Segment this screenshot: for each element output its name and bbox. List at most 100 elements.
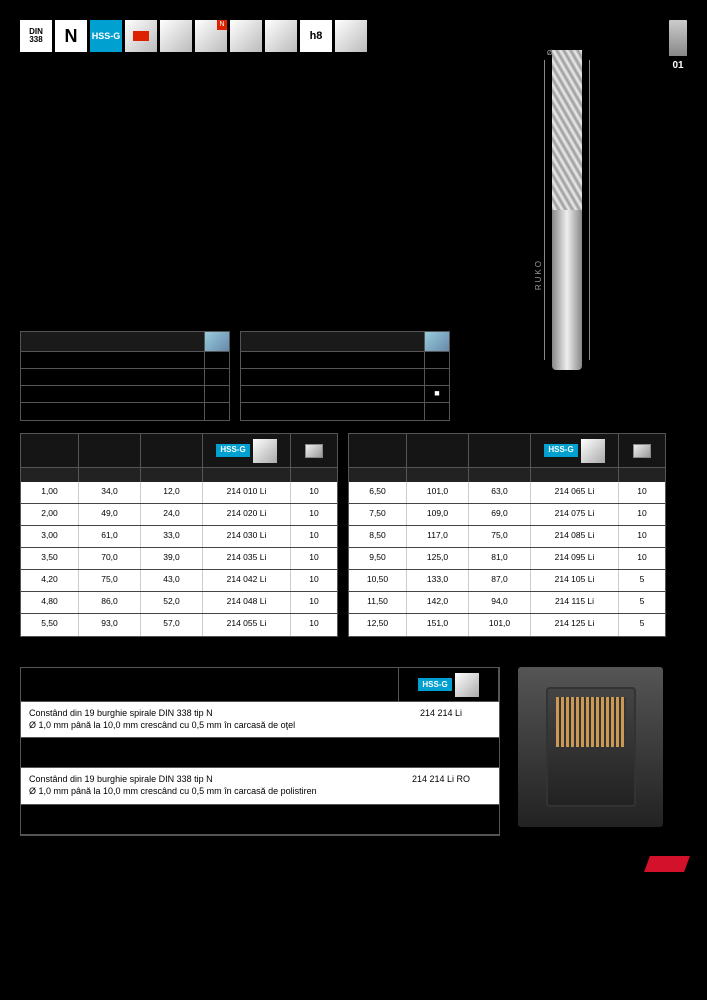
table-row: 3,5070,039,0214 035 Li10	[21, 548, 337, 570]
table-cell: 214 105 Li	[531, 570, 619, 591]
nflag-icon	[195, 20, 227, 52]
table-row: 5,5093,057,0214 055 Li10	[21, 614, 337, 636]
table-cell: 4,20	[21, 570, 79, 591]
table-cell: 5	[619, 614, 665, 636]
table-cell: 10	[619, 526, 665, 547]
data-table-right: HSS-G 6,50101,063,0214 065 Li107,50109,0…	[348, 433, 666, 637]
table-cell: 10	[291, 592, 337, 613]
table-cell: 214 010 Li	[203, 482, 291, 503]
table-cell: 12,0	[141, 482, 203, 503]
table-cell: 10	[291, 614, 337, 636]
twist-icon	[125, 20, 157, 52]
table-cell: 75,0	[79, 570, 141, 591]
drill-brand-label: RUKO	[534, 259, 543, 290]
silver-chip-icon	[253, 439, 277, 463]
drill-image: RUKO	[552, 50, 582, 370]
table-cell: 214 048 Li	[203, 592, 291, 613]
din-text: DIN 338	[29, 28, 43, 44]
table-cell: 101,0	[469, 614, 531, 636]
col-pkg	[291, 434, 337, 467]
col-code: HSS-G	[203, 434, 291, 467]
set-code: 214 214 Li	[391, 708, 491, 718]
table-cell: 6,50	[349, 482, 407, 503]
n-text: N	[65, 26, 78, 47]
table-row: 10,50133,087,0214 105 Li5	[349, 570, 665, 592]
table-cell: 214 095 Li	[531, 548, 619, 569]
length-icon	[160, 20, 192, 52]
table-cell: 10	[619, 504, 665, 525]
table-cell: 214 030 Li	[203, 526, 291, 547]
brand-diamond-icon	[644, 856, 690, 872]
table-cell: 10	[291, 548, 337, 569]
table-cell: 5,50	[21, 614, 79, 636]
data-table-left: HSS-G 1,0034,012,0214 010 Li102,0049,024…	[20, 433, 338, 637]
table-cell: 49,0	[79, 504, 141, 525]
table-row: 4,8086,052,0214 048 Li10	[21, 592, 337, 614]
din-badge: DIN 338	[20, 20, 52, 52]
range-icon	[265, 20, 297, 52]
table-cell: 94,0	[469, 592, 531, 613]
table-cell: 57,0	[141, 614, 203, 636]
table-cell: 61,0	[79, 526, 141, 547]
table-cell: 69,0	[469, 504, 531, 525]
empty-row	[21, 738, 499, 768]
product-photo	[518, 667, 663, 827]
table-cell: 34,0	[79, 482, 141, 503]
hssg-text: HSS-G	[92, 31, 121, 41]
set-col-code: HSS-G	[399, 668, 499, 701]
col-diameter	[349, 434, 407, 467]
table-cell: 11,50	[349, 592, 407, 613]
table-cell: 214 020 Li	[203, 504, 291, 525]
set-row: Constând din 19 burghie spirale DIN 338 …	[21, 768, 499, 804]
table-cell: 8,50	[349, 526, 407, 547]
hssg-chip: HSS-G	[216, 444, 249, 457]
table-cell: 214 042 Li	[203, 570, 291, 591]
table-row: 2,0049,024,0214 020 Li10	[21, 504, 337, 526]
table-cell: 3,50	[21, 548, 79, 569]
col-pkg	[619, 434, 665, 467]
table-cell: 101,0	[407, 482, 469, 503]
table-cell: 43,0	[141, 570, 203, 591]
table-row: 8,50117,075,0214 085 Li10	[349, 526, 665, 548]
footer-logo	[20, 856, 687, 874]
table-row: 4,2075,043,0214 042 Li10	[21, 570, 337, 592]
page: DIN 338 N HSS-G h8 01 Ø RUKO	[20, 20, 687, 874]
table-cell: 214 035 Li	[203, 548, 291, 569]
table-cell: 2,00	[21, 504, 79, 525]
empty-row	[21, 805, 499, 835]
silver-chip-icon	[581, 439, 605, 463]
table-cell: 86,0	[79, 592, 141, 613]
col-diameter	[21, 434, 79, 467]
table-row: 6,50101,063,0214 065 Li10	[349, 482, 665, 504]
table-cell: 87,0	[469, 570, 531, 591]
box-icon	[305, 444, 323, 458]
n-badge: N	[55, 20, 87, 52]
col-code: HSS-G	[531, 434, 619, 467]
table-cell: 151,0	[407, 614, 469, 636]
drill-diagram: Ø RUKO	[527, 50, 607, 400]
table-cell: 33,0	[141, 526, 203, 547]
hssg-badge: HSS-G	[90, 20, 122, 52]
badge-row: DIN 338 N HSS-G h8	[20, 20, 367, 52]
table-cell: 10	[291, 482, 337, 503]
table-cell: 10	[619, 482, 665, 503]
table-cell: 10,50	[349, 570, 407, 591]
table-cell: 214 085 Li	[531, 526, 619, 547]
small-table-right: ■	[240, 331, 450, 421]
table-cell: 117,0	[407, 526, 469, 547]
set-desc: Constând din 19 burghie spirale DIN 338 …	[29, 708, 391, 731]
drill-silhouette-icon	[669, 20, 687, 56]
set-col-desc	[21, 668, 399, 701]
main-tables-row: HSS-G 1,0034,012,0214 010 Li102,0049,024…	[20, 433, 687, 637]
table-cell: 7,50	[349, 504, 407, 525]
table-row: 3,0061,033,0214 030 Li10	[21, 526, 337, 548]
h8-text: h8	[310, 30, 323, 42]
table-cell: 81,0	[469, 548, 531, 569]
col-l2	[469, 434, 531, 467]
table-cell: 214 065 Li	[531, 482, 619, 503]
col-l1	[407, 434, 469, 467]
small-table-left	[20, 331, 230, 421]
table-row: 9,50125,081,0214 095 Li10	[349, 548, 665, 570]
hssg-chip: HSS-G	[418, 678, 451, 691]
angle-icon	[230, 20, 262, 52]
